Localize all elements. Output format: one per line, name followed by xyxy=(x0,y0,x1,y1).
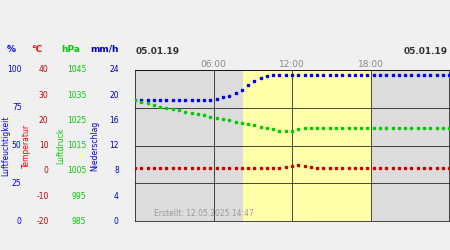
Text: 100: 100 xyxy=(7,66,22,74)
Text: 4: 4 xyxy=(114,192,119,200)
Text: 985: 985 xyxy=(72,217,86,226)
Text: Luftfeuchtigkeit: Luftfeuchtigkeit xyxy=(1,116,10,176)
Text: 06:00: 06:00 xyxy=(201,60,226,69)
Text: 05.01.19: 05.01.19 xyxy=(136,47,180,56)
Text: 50: 50 xyxy=(12,141,22,150)
Text: 8: 8 xyxy=(114,166,119,175)
Text: 10: 10 xyxy=(39,141,49,150)
Text: Erstellt: 12.05.2025 14:47: Erstellt: 12.05.2025 14:47 xyxy=(154,209,254,218)
Text: 0: 0 xyxy=(17,217,22,226)
Text: 995: 995 xyxy=(72,192,86,200)
Text: mm/h: mm/h xyxy=(90,45,119,54)
Text: 40: 40 xyxy=(39,66,49,74)
Text: 20: 20 xyxy=(39,116,49,125)
Text: 24: 24 xyxy=(109,66,119,74)
Text: 12: 12 xyxy=(109,141,119,150)
Text: 20: 20 xyxy=(109,91,119,100)
Text: 16: 16 xyxy=(109,116,119,125)
Text: 1045: 1045 xyxy=(67,66,86,74)
Text: 1025: 1025 xyxy=(67,116,86,125)
Text: 18:00: 18:00 xyxy=(358,60,383,69)
Text: %: % xyxy=(7,45,16,54)
Text: 30: 30 xyxy=(39,91,49,100)
Text: 25: 25 xyxy=(12,179,22,188)
Text: Niederschlag: Niederschlag xyxy=(90,120,99,171)
Text: 12:00: 12:00 xyxy=(279,60,305,69)
Text: °C: °C xyxy=(32,45,42,54)
Text: 1015: 1015 xyxy=(67,141,86,150)
Text: -10: -10 xyxy=(36,192,49,200)
Text: 0: 0 xyxy=(44,166,49,175)
Text: Temperatur: Temperatur xyxy=(22,124,31,168)
Text: 75: 75 xyxy=(12,103,22,112)
Text: hPa: hPa xyxy=(62,45,81,54)
Text: 05.01.19: 05.01.19 xyxy=(404,47,448,56)
Text: Luftdruck: Luftdruck xyxy=(56,128,65,164)
Text: 1035: 1035 xyxy=(67,91,86,100)
Bar xyxy=(243,70,372,221)
Text: 0: 0 xyxy=(114,217,119,226)
Text: -20: -20 xyxy=(36,217,49,226)
Text: 1005: 1005 xyxy=(67,166,86,175)
